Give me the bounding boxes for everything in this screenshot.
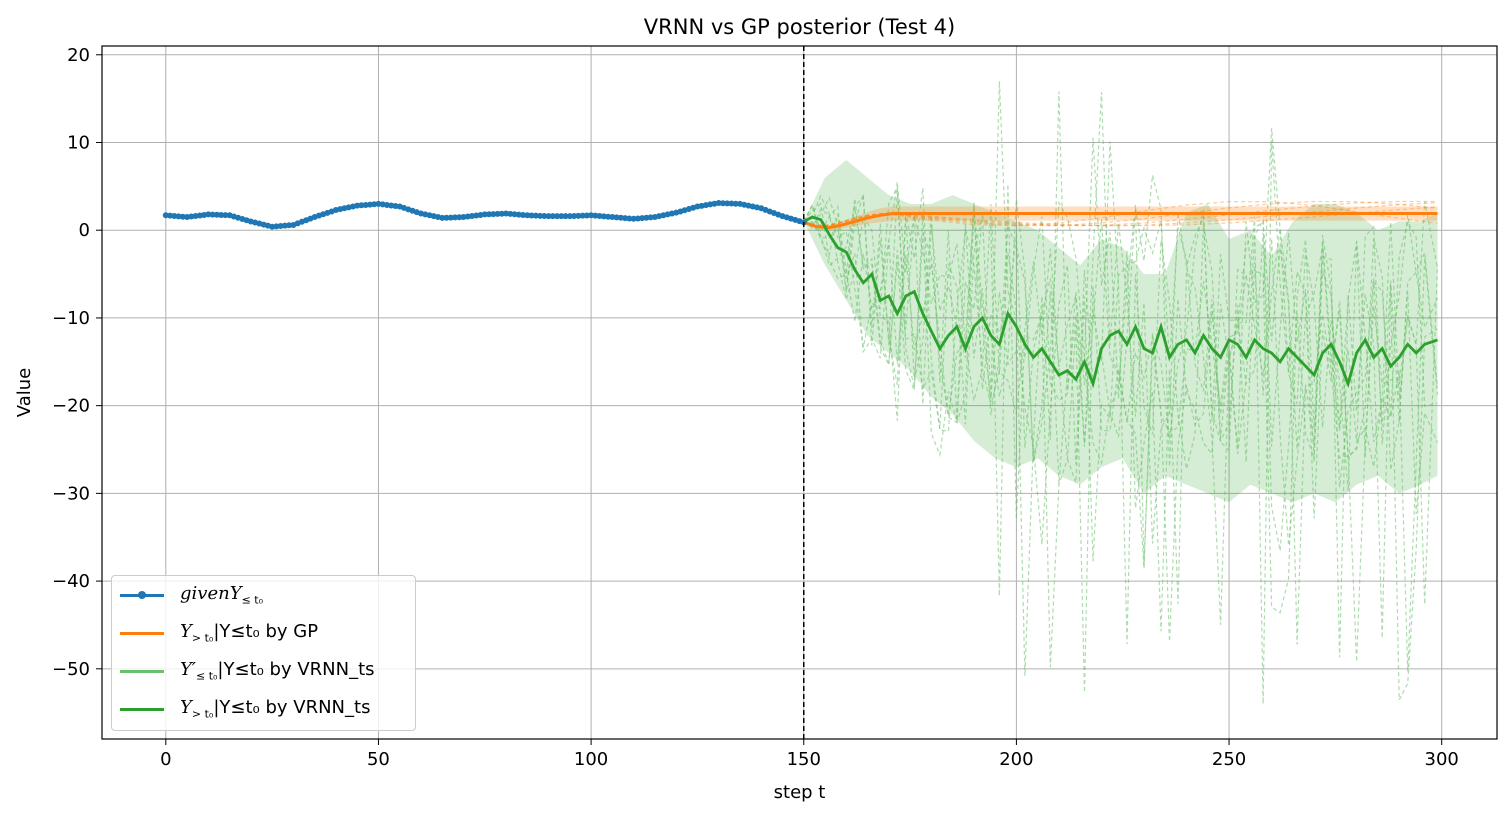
vrnn-mean-line xyxy=(803,215,1438,389)
given-marker xyxy=(218,211,225,218)
given-marker xyxy=(571,213,578,220)
gp-sample-line xyxy=(803,200,1438,227)
given-marker xyxy=(579,212,586,219)
legend-entry-gp: Y> t₀|Y≤t₀ by GP xyxy=(120,614,318,652)
legend: givenY≤ t₀ Y> t₀|Y≤t₀ by GP Y′≤ t₀|Y≤t₀ … xyxy=(111,575,416,731)
given-marker xyxy=(575,212,582,219)
gp-sample-line xyxy=(803,200,1438,227)
vrnn-sample-line xyxy=(803,137,1439,662)
y-tick-label: −50 xyxy=(52,659,90,680)
chart-title: VRNN vs GP posterior (Test 4) xyxy=(644,15,955,39)
x-tick-label: 250 xyxy=(1212,749,1246,770)
vrnn-sample-line xyxy=(803,81,1439,704)
axes-frame xyxy=(101,45,1498,740)
legend-entry-vrnn-samples: Y′≤ t₀|Y≤t₀ by VRNN_ts xyxy=(120,652,375,690)
gp-sample-line xyxy=(803,200,1438,227)
y-tick-label: −40 xyxy=(52,571,90,592)
y-tick-label: 10 xyxy=(67,132,90,153)
given-marker xyxy=(481,211,488,218)
given-marker xyxy=(222,212,229,219)
x-axis-label: step t xyxy=(774,782,826,803)
given-marker xyxy=(583,212,590,219)
given-marker xyxy=(549,213,556,220)
given-marker xyxy=(719,200,726,207)
y-tick-label: −30 xyxy=(52,483,90,504)
given-marker xyxy=(209,211,216,218)
y-axis-label: Value xyxy=(14,368,35,417)
legend-swatch-given xyxy=(120,584,164,606)
given-marker xyxy=(541,213,548,220)
legend-entry-given: givenY≤ t₀ xyxy=(120,576,263,614)
given-marker xyxy=(537,212,544,219)
legend-label-gp: Y> t₀|Y≤t₀ by GP xyxy=(180,621,319,645)
given-marker xyxy=(443,214,450,221)
given-marker xyxy=(456,214,463,221)
legend-swatch-vrnn-mean xyxy=(120,698,164,720)
gp-mean-line xyxy=(803,212,1438,230)
given-marker xyxy=(566,213,573,220)
given-marker xyxy=(554,213,561,220)
given-marker xyxy=(498,210,505,217)
given-marker xyxy=(452,214,459,221)
x-tick-label: 150 xyxy=(787,749,821,770)
vrnn-sample-line xyxy=(803,91,1439,677)
legend-swatch-vrnn-samples xyxy=(120,660,164,682)
x-tick-label: 0 xyxy=(160,749,171,770)
legend-label-vrnn-samples: Y′≤ t₀|Y≤t₀ by VRNN_ts xyxy=(180,659,375,683)
given-marker xyxy=(532,212,539,219)
given-marker xyxy=(205,211,212,218)
x-tick-label: 100 xyxy=(574,749,608,770)
legend-entry-vrnn-mean: Y> t₀|Y≤t₀ by VRNN_ts xyxy=(120,690,370,728)
vrnn-sample-line xyxy=(803,183,1439,693)
vrnn-sample-line xyxy=(803,203,1438,645)
gp-sample-line xyxy=(803,206,1438,227)
y-tick-label: 0 xyxy=(79,220,90,241)
given-marker xyxy=(447,214,454,221)
x-tick-label: 50 xyxy=(367,749,390,770)
given-marker xyxy=(439,214,446,221)
given-marker xyxy=(486,211,493,218)
given-marker xyxy=(494,210,501,217)
given-marker xyxy=(213,211,220,218)
given-marker xyxy=(558,213,565,220)
given-marker xyxy=(715,200,722,207)
given-marker xyxy=(524,212,531,219)
given-marker xyxy=(490,211,497,218)
vrnn-sample-line xyxy=(803,128,1439,642)
y-tick-label: −10 xyxy=(52,308,90,329)
legend-label-given: givenY≤ t₀ xyxy=(180,583,264,607)
x-tick-label: 300 xyxy=(1425,749,1459,770)
given-marker xyxy=(724,200,731,207)
given-marker xyxy=(528,212,535,219)
legend-label-vrnn-mean: Y> t₀|Y≤t₀ by VRNN_ts xyxy=(180,697,371,721)
vrnn-sample-line xyxy=(803,194,1438,701)
given-marker xyxy=(728,200,735,207)
y-tick-label: −20 xyxy=(52,396,90,417)
legend-swatch-gp xyxy=(120,622,164,644)
given-marker xyxy=(545,213,552,220)
x-tick-label: 200 xyxy=(999,749,1033,770)
y-tick-label: 20 xyxy=(67,45,90,66)
given-marker xyxy=(732,200,739,207)
given-marker xyxy=(562,213,569,220)
